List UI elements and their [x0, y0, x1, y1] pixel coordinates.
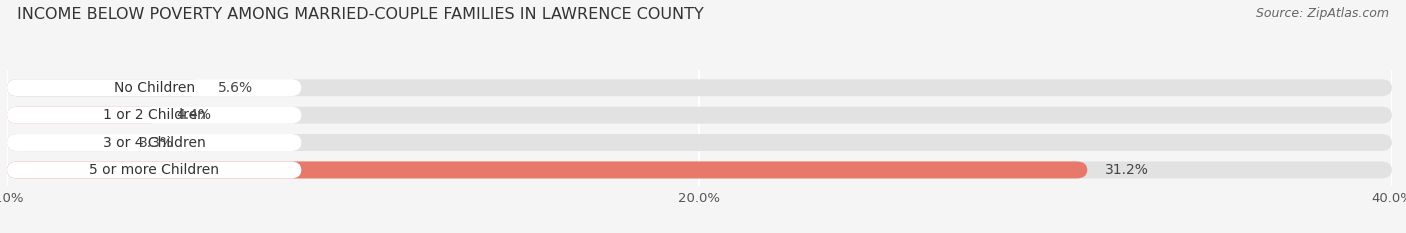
- Text: Source: ZipAtlas.com: Source: ZipAtlas.com: [1256, 7, 1389, 20]
- FancyBboxPatch shape: [7, 79, 201, 96]
- Text: 5 or more Children: 5 or more Children: [89, 163, 219, 177]
- FancyBboxPatch shape: [7, 107, 1392, 124]
- Text: 3 or 4 Children: 3 or 4 Children: [103, 136, 205, 150]
- FancyBboxPatch shape: [7, 107, 301, 124]
- Text: 3.3%: 3.3%: [139, 136, 173, 150]
- FancyBboxPatch shape: [7, 134, 1392, 151]
- FancyBboxPatch shape: [7, 134, 121, 151]
- FancyBboxPatch shape: [7, 79, 301, 96]
- FancyBboxPatch shape: [7, 79, 1392, 96]
- FancyBboxPatch shape: [7, 161, 1087, 178]
- Text: 31.2%: 31.2%: [1105, 163, 1149, 177]
- Text: 5.6%: 5.6%: [218, 81, 253, 95]
- FancyBboxPatch shape: [7, 134, 301, 151]
- Text: 4.4%: 4.4%: [177, 108, 212, 122]
- FancyBboxPatch shape: [7, 107, 159, 124]
- Text: No Children: No Children: [114, 81, 195, 95]
- Text: 1 or 2 Children: 1 or 2 Children: [103, 108, 205, 122]
- FancyBboxPatch shape: [7, 161, 301, 178]
- FancyBboxPatch shape: [7, 161, 1392, 178]
- Text: INCOME BELOW POVERTY AMONG MARRIED-COUPLE FAMILIES IN LAWRENCE COUNTY: INCOME BELOW POVERTY AMONG MARRIED-COUPL…: [17, 7, 703, 22]
